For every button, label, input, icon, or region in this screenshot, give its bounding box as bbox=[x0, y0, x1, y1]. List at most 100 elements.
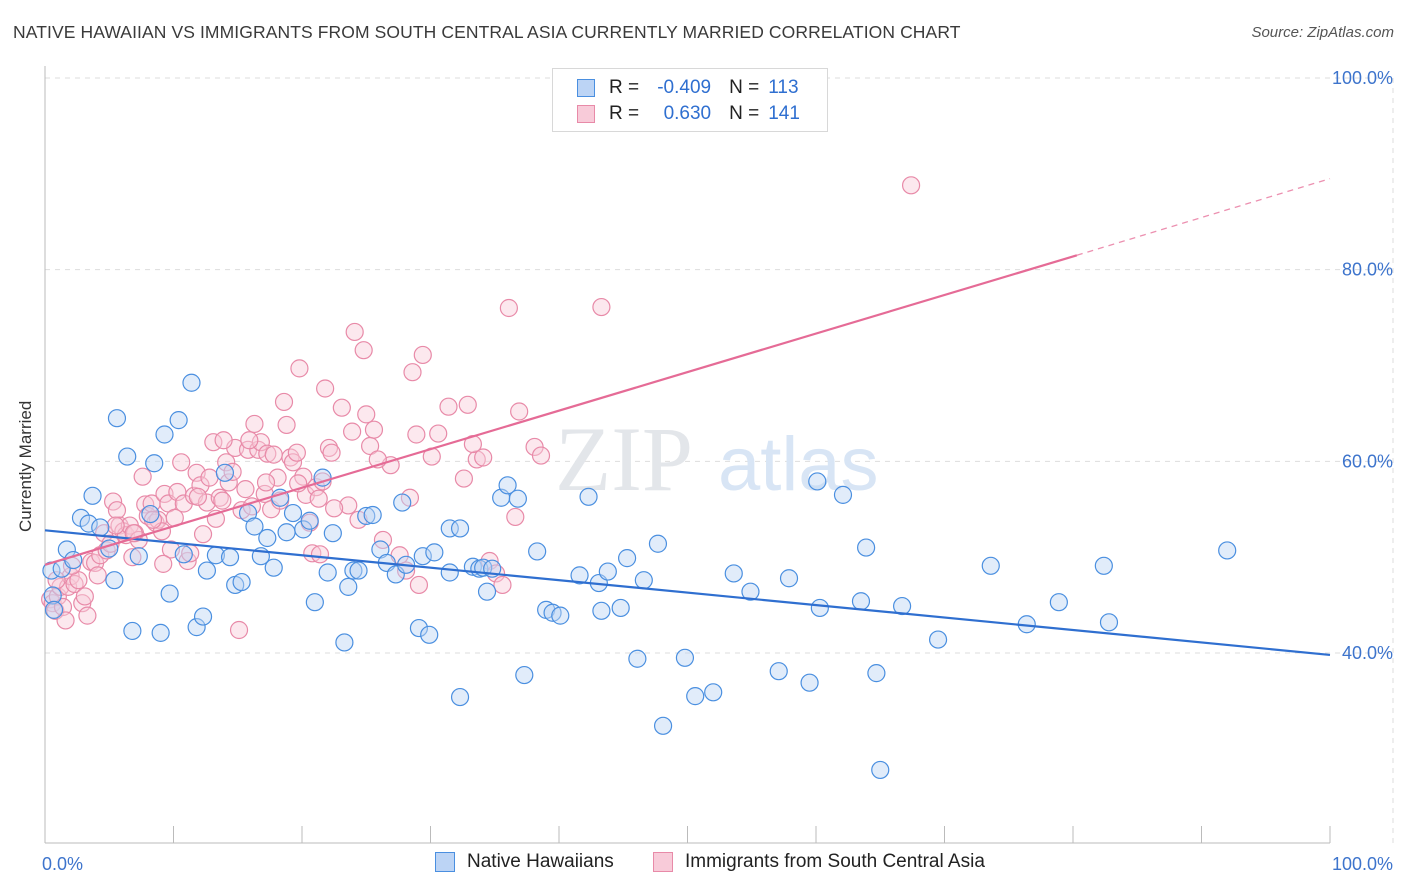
data-point-native-hawaiians bbox=[344, 561, 363, 580]
data-point-immigrants bbox=[439, 397, 458, 416]
data-point-native-hawaiians bbox=[579, 487, 598, 506]
data-point-immigrants bbox=[454, 469, 474, 488]
data-point-native-hawaiians bbox=[155, 425, 174, 444]
legend-n-value: 141 bbox=[768, 103, 800, 124]
data-point-immigrants bbox=[104, 492, 123, 511]
y-tick-label: 60.0% bbox=[1342, 451, 1393, 471]
trend-lines bbox=[44, 178, 1331, 657]
data-point-native-hawaiians bbox=[220, 548, 240, 567]
data-point-native-hawaiians bbox=[648, 534, 668, 553]
data-point-native-hawaiians bbox=[653, 716, 673, 735]
data-point-immigrants bbox=[458, 395, 477, 414]
data-point-immigrants bbox=[409, 575, 429, 595]
data-point-immigrants bbox=[319, 438, 339, 458]
data-point-immigrants bbox=[136, 495, 155, 514]
data-point-immigrants bbox=[88, 566, 107, 585]
data-point-native-hawaiians bbox=[871, 760, 890, 780]
legend-swatch-pink bbox=[577, 105, 595, 123]
data-point-native-hawaiians bbox=[174, 545, 193, 564]
trend-line-immigrants-extension bbox=[1076, 178, 1331, 256]
data-point-immigrants bbox=[274, 392, 294, 412]
data-point-immigrants bbox=[251, 433, 270, 452]
data-point-immigrants bbox=[510, 402, 529, 421]
data-point-native-hawaiians bbox=[283, 503, 303, 523]
watermark-zip: ZIP bbox=[555, 408, 693, 510]
data-point-native-hawaiians bbox=[215, 463, 234, 482]
data-point-immigrants bbox=[407, 425, 426, 444]
data-point-native-hawaiians bbox=[44, 600, 64, 619]
data-point-native-hawaiians bbox=[277, 523, 296, 542]
data-point-immigrants bbox=[345, 322, 364, 342]
data-point-native-hawaiians bbox=[335, 633, 354, 652]
data-point-native-hawaiians bbox=[232, 572, 251, 592]
data-point-immigrants bbox=[277, 415, 296, 435]
data-point-native-hawaiians bbox=[363, 505, 382, 525]
data-point-immigrants bbox=[240, 431, 259, 450]
legend-n-label: N = bbox=[729, 103, 760, 124]
data-point-immigrants bbox=[325, 499, 344, 518]
legend-swatch-blue bbox=[577, 79, 595, 97]
data-point-native-hawaiians bbox=[450, 519, 470, 538]
data-point-native-hawaiians bbox=[349, 561, 368, 580]
data-point-immigrants bbox=[123, 548, 142, 567]
data-point-immigrants bbox=[210, 488, 229, 507]
data-point-native-hawaiians bbox=[477, 582, 497, 601]
data-point-immigrants bbox=[75, 587, 94, 606]
data-point-immigrants bbox=[339, 496, 358, 515]
legend-item-native-hawaiians[interactable]: Native Hawaiians bbox=[435, 851, 614, 873]
data-point-immigrants bbox=[107, 501, 127, 520]
data-point-native-hawaiians bbox=[1218, 541, 1237, 560]
trend-line-native-hawaiians bbox=[44, 529, 1331, 657]
data-point-native-hawaiians bbox=[182, 373, 201, 392]
data-point-native-hawaiians bbox=[808, 472, 827, 491]
data-point-native-hawaiians bbox=[440, 563, 459, 582]
data-point-native-hawaiians bbox=[107, 409, 127, 428]
data-point-immigrants bbox=[474, 448, 493, 467]
data-point-native-hawaiians bbox=[160, 584, 179, 603]
data-point-immigrants bbox=[310, 545, 330, 564]
data-point-immigrants bbox=[193, 525, 213, 544]
data-point-native-hawaiians bbox=[413, 547, 432, 566]
data-point-native-hawaiians bbox=[193, 607, 213, 626]
y-tick-label: 100.0% bbox=[1332, 68, 1393, 88]
x-tick-label: 100.0% bbox=[1332, 854, 1393, 874]
data-point-native-hawaiians bbox=[339, 577, 358, 596]
data-point-native-hawaiians bbox=[197, 561, 217, 580]
data-point-native-hawaiians bbox=[618, 549, 637, 568]
watermark: ZIP atlas bbox=[555, 408, 879, 510]
data-point-immigrants bbox=[531, 446, 551, 465]
data-point-immigrants bbox=[154, 554, 173, 573]
data-point-native-hawaiians bbox=[264, 558, 283, 577]
data-point-immigrants bbox=[245, 414, 264, 434]
data-point-native-hawaiians bbox=[169, 411, 188, 430]
data-point-native-hawaiians bbox=[528, 542, 547, 561]
data-point-native-hawaiians bbox=[981, 556, 1000, 575]
data-point-native-hawaiians bbox=[704, 683, 723, 702]
y-tick-label: 80.0% bbox=[1342, 260, 1393, 280]
legend-item-immigrants[interactable]: Immigrants from South Central Asia bbox=[653, 851, 985, 873]
legend-n-value: 113 bbox=[768, 77, 799, 98]
data-point-native-hawaiians bbox=[515, 665, 534, 685]
data-point-native-hawaiians bbox=[245, 517, 264, 536]
data-point-immigrants bbox=[309, 489, 328, 508]
data-point-native-hawaiians bbox=[800, 673, 819, 692]
data-point-immigrants bbox=[214, 431, 233, 450]
data-point-native-hawaiians bbox=[892, 596, 912, 616]
data-point-immigrants bbox=[223, 462, 242, 481]
legend-row-native-hawaiians: R = -0.409 N = 113 bbox=[577, 76, 799, 100]
data-point-native-hawaiians bbox=[675, 648, 695, 667]
data-point-native-hawaiians bbox=[118, 447, 137, 466]
data-point-native-hawaiians bbox=[686, 687, 705, 706]
data-point-immigrants bbox=[283, 453, 303, 472]
legend-n-label: N = bbox=[729, 77, 760, 98]
data-point-immigrants bbox=[901, 176, 921, 195]
data-point-native-hawaiians bbox=[611, 598, 630, 618]
data-point-native-hawaiians bbox=[409, 618, 429, 638]
data-point-native-hawaiians bbox=[628, 649, 647, 668]
data-point-native-hawaiians bbox=[300, 511, 319, 530]
data-point-native-hawaiians bbox=[105, 571, 124, 590]
data-point-native-hawaiians bbox=[592, 601, 611, 620]
data-point-native-hawaiians bbox=[258, 528, 277, 548]
data-point-native-hawaiians bbox=[100, 539, 119, 558]
data-point-immigrants bbox=[413, 345, 432, 365]
